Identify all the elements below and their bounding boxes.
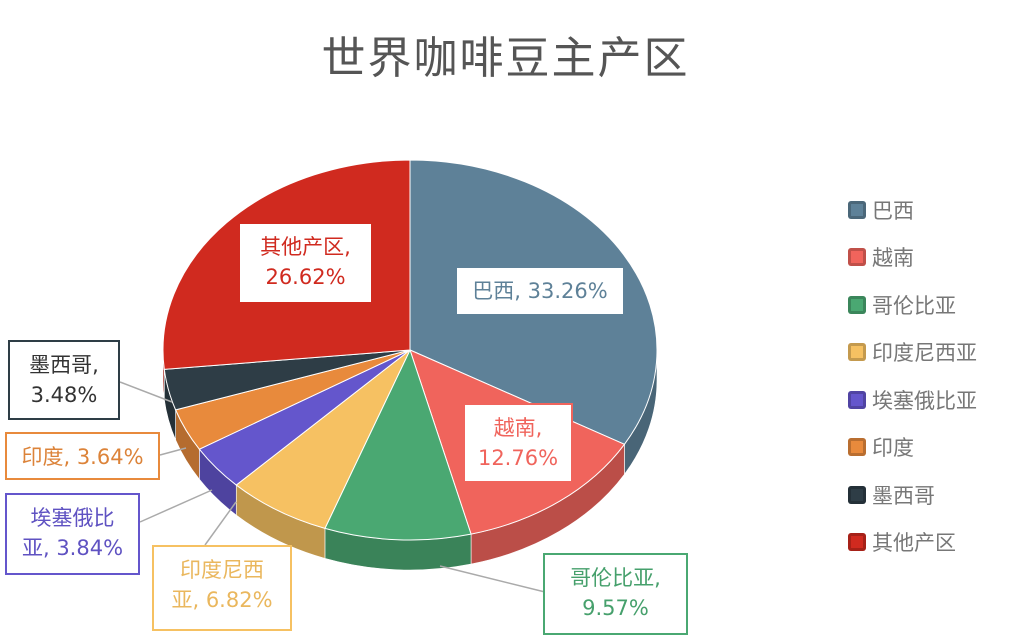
- legend-label: 印度: [872, 436, 914, 461]
- legend-item: 印度: [848, 424, 977, 472]
- legend-swatch: [848, 295, 866, 314]
- legend-label: 其他产区: [872, 531, 956, 556]
- leader-line-6: [159, 447, 187, 456]
- leader-line-4: [204, 501, 237, 546]
- legend-swatch: [848, 390, 866, 409]
- data-label-4: 印度尼西 亚, 6.82%: [152, 545, 292, 631]
- legend-label: 墨西哥: [872, 483, 935, 508]
- legend-item: 墨西哥: [848, 471, 977, 519]
- legend: 巴西越南哥伦比亚印度尼西亚埃塞俄比亚印度墨西哥其他产区: [848, 186, 977, 566]
- legend-item: 埃塞俄比亚: [848, 376, 977, 424]
- pie-slice-3: [324, 348, 472, 541]
- legend-swatch: [848, 248, 866, 267]
- legend-label: 哥伦比亚: [872, 293, 956, 318]
- legend-item: 哥伦比亚: [848, 281, 977, 329]
- pie-slice-4: [235, 349, 411, 529]
- legend-item: 其他产区: [848, 519, 977, 567]
- legend-label: 印度尼西亚: [872, 341, 977, 366]
- data-label-2: 越南, 12.76%: [463, 403, 573, 483]
- legend-swatch: [848, 533, 866, 552]
- legend-label: 巴西: [872, 198, 914, 223]
- legend-item: 巴西: [848, 186, 977, 234]
- legend-label: 越南: [872, 246, 914, 271]
- leader-line-3: [439, 565, 546, 593]
- chart-title: 世界咖啡豆主产区: [321, 33, 690, 84]
- legend-swatch: [848, 343, 866, 362]
- leader-line-5: [139, 489, 213, 523]
- data-label-1: 巴西, 33.26%: [455, 266, 625, 316]
- legend-label: 埃塞俄比亚: [872, 388, 977, 413]
- legend-swatch: [848, 200, 866, 219]
- data-label-7: 墨西哥, 3.48%: [8, 340, 120, 420]
- data-label-6: 印度, 3.64%: [5, 432, 160, 480]
- data-label-3: 哥伦比亚, 9.57%: [543, 553, 688, 635]
- legend-swatch: [848, 438, 866, 457]
- legend-item: 越南: [848, 234, 977, 282]
- data-label-8: 其他产区, 26.62%: [238, 222, 373, 304]
- leader-line-7: [119, 381, 173, 403]
- legend-swatch: [848, 485, 866, 504]
- legend-item: 印度尼西亚: [848, 329, 977, 377]
- data-label-5: 埃塞俄比 亚, 3.84%: [5, 493, 140, 575]
